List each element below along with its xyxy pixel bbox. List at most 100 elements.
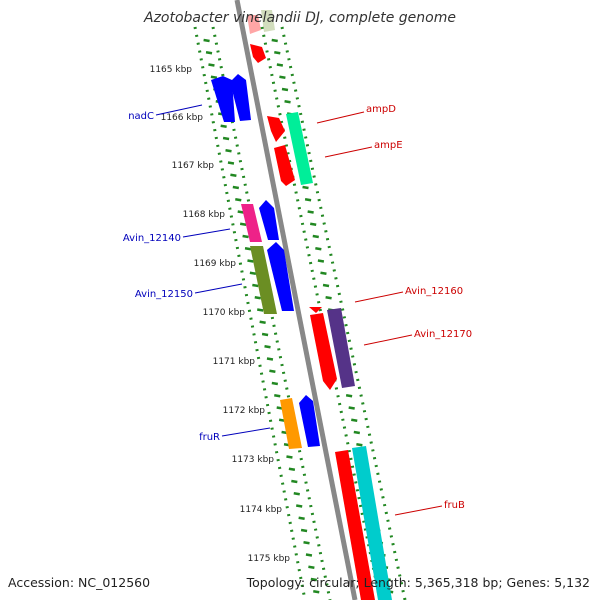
tick-mark: [210, 75, 218, 79]
tick-label: 1175 kbp: [248, 554, 291, 564]
tick-mark: [284, 100, 291, 104]
tick-label: 1174 kbp: [240, 505, 283, 515]
tick-mark: [256, 308, 264, 312]
tick-mark: [230, 173, 237, 177]
tick-mark: [298, 516, 305, 520]
tick-mark: [291, 479, 298, 484]
gene-nadc: [211, 76, 235, 122]
tick-mark: [237, 210, 244, 214]
gene-frub: [335, 450, 375, 600]
tick-mark: [300, 528, 308, 533]
tick-mark: [274, 51, 281, 55]
tick-mark: [247, 259, 254, 263]
tick-mark: [309, 222, 317, 226]
tick-mark: [203, 38, 210, 43]
leader-line-avin-12150: [194, 283, 243, 294]
tick-mark: [302, 185, 309, 190]
tick-mark: [279, 75, 286, 79]
tick-mark: [249, 271, 257, 275]
leader-line-frur: [221, 427, 271, 437]
gene-frub-cyan: [352, 446, 392, 600]
tick-mark: [293, 492, 300, 496]
tick-mark: [239, 222, 247, 226]
topology-text: Topology: circular; Length: 5,365,318 bp…: [246, 575, 590, 590]
tick-mark: [288, 467, 296, 471]
strand-boundary-inner-left: [211, 26, 332, 600]
gene-ampe: [286, 112, 313, 185]
gene-label-avin-12170: Avin_12170: [414, 329, 472, 340]
gene-small-red: [250, 44, 266, 63]
tick-mark: [305, 553, 313, 557]
gene-top-right: [261, 10, 275, 32]
gene-label-avin-12160: Avin_12160: [405, 286, 463, 297]
tick-mark: [286, 455, 293, 459]
gene-ampd-2: [274, 145, 295, 186]
tick-mark: [269, 369, 276, 373]
gene-avin-12140-pink: [241, 204, 262, 242]
tick-label: 1168 kbp: [183, 210, 226, 220]
gene-label-avin-12140: Avin_12140: [123, 233, 181, 244]
tick-label: 1172 kbp: [223, 406, 266, 416]
leader-line-avin-12160: [354, 291, 404, 303]
tick-mark: [356, 443, 363, 447]
tick-mark: [235, 198, 242, 202]
leader-line-avin-12170: [363, 334, 413, 346]
tick-mark: [345, 394, 353, 398]
leader-line-nadc: [155, 104, 203, 116]
tick-mark: [276, 63, 284, 67]
gene-nadc-2: [230, 74, 251, 121]
gene-label-ampe: ampE: [374, 140, 403, 151]
tick-mark: [261, 332, 269, 337]
leader-line-frub: [394, 505, 443, 516]
tick-mark: [348, 406, 355, 410]
tick-mark: [252, 283, 259, 288]
tick-mark: [320, 271, 327, 275]
gene-label-nadc: nadC: [128, 111, 154, 122]
gene-top-left: [247, 15, 261, 34]
tick-label: 1170 kbp: [203, 308, 246, 318]
tick-mark: [325, 296, 332, 300]
gene-avin-12150: [267, 242, 294, 311]
tick-mark: [208, 63, 215, 67]
tick-label: 1173 kbp: [232, 455, 275, 465]
tick-label: 1171 kbp: [213, 357, 256, 367]
strand-boundary-outer-left: [193, 26, 307, 600]
tick-mark: [220, 124, 227, 128]
tick-mark: [304, 198, 312, 202]
tick-label: 1165 kbp: [150, 65, 193, 75]
tick-mark: [242, 234, 249, 239]
gene-avin-12160: [310, 313, 337, 390]
genome-title: Azotobacter vinelandii DJ, complete geno…: [144, 10, 456, 26]
tick-mark: [312, 234, 319, 239]
tick-label: 1169 kbp: [194, 259, 237, 269]
tick-mark: [264, 345, 271, 349]
leader-line-avin-12140: [182, 228, 231, 238]
gene-label-frub: fruB: [444, 500, 465, 511]
tick-mark: [266, 357, 274, 361]
tick-mark: [271, 38, 278, 43]
leader-line-ampe: [324, 146, 373, 158]
tick-mark: [351, 418, 358, 422]
tick-mark: [205, 51, 213, 55]
gene-label-ampd: ampD: [366, 104, 396, 115]
strand-boundary-outer-right: [280, 26, 407, 600]
tick-mark: [317, 259, 325, 263]
gene-small-marker: [309, 307, 322, 313]
genome-backbone: [234, 0, 358, 600]
tick-mark: [308, 565, 315, 569]
tick-mark: [303, 541, 310, 545]
accession-text: Accession: NC_012560: [8, 575, 151, 590]
gene-avin-12140: [259, 200, 279, 240]
tick-mark: [225, 149, 232, 153]
tick-mark: [295, 504, 303, 508]
tick-label: 1166 kbp: [161, 113, 204, 123]
tick-mark: [313, 590, 320, 594]
tick-mark: [307, 210, 314, 214]
gene-frur-orange: [280, 398, 302, 449]
tick-mark: [232, 185, 240, 190]
tick-mark: [222, 136, 230, 141]
gene-ampd: [267, 116, 285, 142]
tick-mark: [244, 247, 252, 251]
tick-mark: [310, 577, 318, 582]
